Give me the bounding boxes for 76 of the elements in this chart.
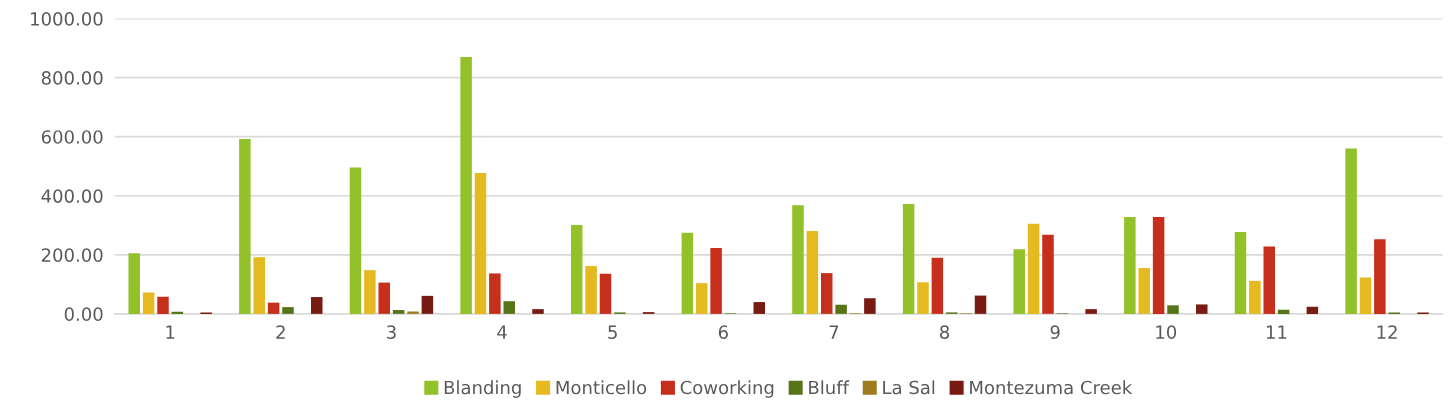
bar bbox=[364, 270, 376, 314]
legend-label: La Sal bbox=[883, 380, 935, 395]
y-tick-label: 1000.00 bbox=[31, 12, 103, 26]
y-tick-label: 800.00 bbox=[41, 71, 103, 85]
bar bbox=[1167, 305, 1179, 314]
bar bbox=[1196, 304, 1208, 314]
x-tick-label: 2 bbox=[276, 325, 285, 339]
x-tick-label: 5 bbox=[608, 325, 617, 339]
x-tick-label: 7 bbox=[829, 325, 839, 339]
bar bbox=[171, 311, 184, 314]
bar bbox=[460, 56, 472, 314]
x-tick-label: 1 bbox=[166, 325, 175, 339]
bar bbox=[820, 273, 833, 314]
legend-label: Bluff bbox=[809, 380, 850, 395]
bar bbox=[282, 307, 294, 314]
bar bbox=[585, 266, 597, 314]
bar bbox=[1374, 239, 1386, 314]
bar bbox=[570, 225, 583, 314]
x-tick-label: 12 bbox=[1377, 325, 1397, 339]
y-tick-label: 400.00 bbox=[41, 189, 103, 203]
bar bbox=[1234, 232, 1247, 314]
bar bbox=[1306, 306, 1319, 314]
bar bbox=[1152, 217, 1165, 314]
bar bbox=[792, 205, 804, 314]
bar bbox=[1124, 217, 1136, 314]
bar bbox=[710, 248, 722, 314]
bar bbox=[267, 302, 280, 314]
bar bbox=[806, 230, 819, 314]
bar bbox=[378, 282, 390, 314]
bar bbox=[864, 298, 876, 314]
bar bbox=[421, 295, 434, 314]
x-tick-label: 3 bbox=[387, 325, 396, 339]
x-tick-label: 6 bbox=[718, 325, 728, 339]
y-tick-label: 200.00 bbox=[41, 248, 103, 262]
legend-label: Coworking bbox=[680, 380, 774, 398]
legend-label: Monticello bbox=[556, 380, 647, 395]
bar bbox=[392, 310, 405, 314]
bar bbox=[599, 273, 612, 314]
bar bbox=[753, 302, 766, 314]
legend-label: Montezuma Creek bbox=[970, 380, 1133, 395]
y-tick-label: 0.00 bbox=[64, 307, 103, 321]
bar bbox=[1085, 309, 1097, 314]
legend-label: Blanding bbox=[444, 380, 521, 398]
bar bbox=[349, 167, 362, 314]
bar bbox=[1027, 223, 1040, 314]
x-tick-label: 11 bbox=[1266, 325, 1287, 339]
bar bbox=[835, 304, 847, 314]
bar bbox=[1013, 249, 1025, 314]
bar bbox=[974, 295, 987, 314]
bar bbox=[311, 297, 323, 314]
bar bbox=[532, 309, 544, 314]
x-tick-label: 4 bbox=[497, 325, 507, 339]
bar bbox=[157, 296, 169, 314]
bar bbox=[931, 257, 944, 314]
bar bbox=[474, 173, 487, 314]
bar bbox=[681, 232, 694, 314]
bar bbox=[1138, 268, 1150, 314]
x-tick-label: 9 bbox=[1050, 325, 1060, 339]
bar bbox=[1249, 280, 1261, 314]
x-tick-label: 10 bbox=[1156, 325, 1177, 339]
bar bbox=[1042, 234, 1054, 314]
bar bbox=[253, 257, 265, 314]
bar bbox=[239, 139, 251, 314]
y-tick-label: 600.00 bbox=[41, 130, 103, 144]
bar bbox=[1345, 148, 1357, 314]
bar bbox=[902, 204, 915, 314]
bar bbox=[128, 253, 140, 314]
bar bbox=[1359, 277, 1372, 314]
bar bbox=[503, 301, 515, 314]
bar bbox=[489, 273, 501, 314]
bar bbox=[1263, 246, 1275, 314]
bar bbox=[695, 283, 708, 314]
bar bbox=[917, 282, 929, 314]
x-tick-label: 8 bbox=[940, 325, 950, 339]
bar bbox=[1277, 309, 1290, 314]
bar bbox=[142, 292, 155, 314]
